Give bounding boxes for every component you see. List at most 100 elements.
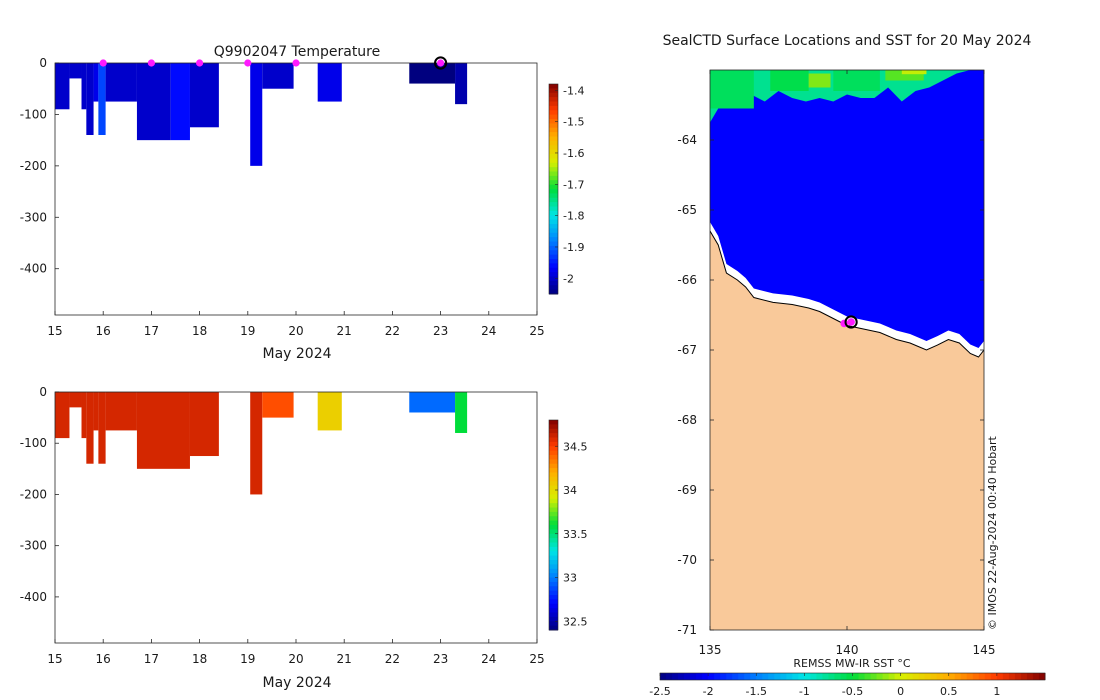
lat-tick-label: -64	[677, 133, 697, 147]
colorbar-step	[549, 546, 558, 552]
colorbar-step	[549, 511, 558, 517]
colorbar-step	[828, 673, 835, 680]
current-profile-ring	[434, 56, 448, 70]
colorbar-step	[822, 673, 829, 680]
seal-positions	[840, 315, 858, 329]
colorbar-step	[549, 551, 558, 557]
x-tick-label: 22	[385, 324, 400, 338]
x-tick-label: 21	[337, 652, 352, 666]
temperature-ticks: 15 16 17 18 19 20 21 22 23 24 25 0 -100 -200 -300 -400	[20, 56, 545, 338]
temperature-panel: Q9902047 Temperature 15 16 17 18 19 20 21 22 23 2…	[20, 44, 585, 362]
colorbar-step	[549, 450, 558, 456]
x-tick-label: 23	[433, 652, 448, 666]
colorbar-step	[549, 560, 558, 565]
colorbar-step	[549, 210, 558, 216]
profile-cell	[317, 392, 342, 431]
profile-cell	[189, 392, 219, 457]
x-tick-label: 25	[529, 652, 544, 666]
temperature-xlabel: May 2024	[262, 346, 331, 362]
colorbar-step	[870, 673, 878, 680]
colorbar-step	[660, 673, 667, 680]
colorbar-step	[549, 224, 558, 229]
colorbar-step	[549, 446, 558, 452]
colorbar-step	[549, 577, 558, 583]
sst-patch	[833, 70, 880, 91]
sst-patch	[901, 70, 927, 75]
colorbar-step	[549, 595, 558, 600]
profile-cell	[105, 392, 137, 431]
colorbar-step	[549, 573, 558, 578]
colorbar-step	[840, 673, 847, 680]
colorbar-step	[549, 625, 558, 631]
colorbar-tick-label: -0.5	[842, 685, 863, 698]
colorbar-tick-label: 33.5	[563, 528, 588, 541]
colorbar-step	[549, 206, 558, 212]
colorbar-step	[702, 673, 709, 680]
profile-cell	[55, 63, 70, 110]
profile-cell	[86, 63, 94, 135]
salinity-cells	[55, 392, 468, 495]
current-profile-marker	[437, 59, 445, 67]
colorbar-step	[549, 119, 558, 124]
colorbar-tick-label: 0.5	[940, 685, 958, 698]
colorbar-step	[708, 673, 715, 680]
colorbar-tick-label: 32.5	[563, 615, 588, 628]
profile-cell	[81, 63, 87, 110]
colorbar-step	[549, 167, 558, 172]
map-title: SealCTD Surface Locations and SST for 20…	[663, 33, 1032, 49]
sst-colorbar-label: REMSS MW-IR SST °C	[793, 657, 911, 670]
x-tick-label: 24	[481, 652, 496, 666]
colorbar-step	[936, 673, 944, 680]
colorbar-step	[948, 673, 956, 680]
colorbar-step	[549, 175, 558, 181]
profile-cell	[170, 63, 190, 141]
colorbar-step	[549, 494, 558, 500]
sst-map-panel: SealCTD Surface Locations and SST for 20…	[649, 33, 1046, 698]
profile-cell	[55, 392, 70, 439]
colorbar-step	[714, 673, 721, 680]
colorbar-step	[780, 673, 787, 680]
colorbar-step	[846, 673, 853, 680]
colorbar-step	[924, 673, 932, 680]
colorbar-step	[756, 673, 763, 680]
current-position	[847, 318, 855, 326]
y-tick-label: 0	[39, 56, 47, 70]
colorbar-step	[549, 184, 558, 190]
sst-patch	[885, 70, 924, 81]
sst-patch	[770, 70, 809, 91]
profile-cell	[262, 392, 294, 418]
colorbar-step	[549, 97, 558, 102]
colorbar-step	[549, 158, 558, 164]
colorbar-tick-label: 34	[563, 484, 577, 497]
colorbar-step	[549, 441, 558, 447]
x-tick-label: 23	[433, 324, 448, 338]
sst-colorbar: -2.5 -2 -1.5 -1 -0.5 0 0.5 1	[649, 672, 1046, 698]
profile-cell	[262, 63, 294, 89]
colorbar-tick-label: -2	[703, 685, 714, 698]
profile-cell	[86, 392, 94, 464]
colorbar-step	[900, 673, 908, 680]
colorbar-step	[918, 673, 926, 680]
x-tick-label: 15	[47, 324, 62, 338]
colorbar-step	[549, 498, 558, 504]
x-tick-label: 20	[288, 324, 303, 338]
colorbar-step	[549, 616, 558, 622]
lat-tick-label: -65	[677, 203, 697, 217]
colorbar-step	[1026, 673, 1034, 680]
current-position-ring	[844, 315, 858, 329]
colorbar-tick-label: -1.8	[563, 210, 584, 223]
colorbar-step	[549, 250, 558, 256]
colorbar-tick-label: -1.7	[563, 178, 584, 191]
colorbar-step	[942, 673, 950, 680]
colorbar-step	[549, 110, 558, 116]
x-tick-label: 16	[96, 324, 111, 338]
colorbar-step	[549, 219, 558, 225]
colorbar-step	[858, 673, 866, 680]
colorbar-step	[549, 555, 558, 561]
temperature-title: Q9902047 Temperature	[214, 44, 381, 60]
x-tick-label: 19	[240, 652, 255, 666]
profile-cell	[93, 63, 99, 102]
colorbar-step	[549, 254, 558, 260]
colorbar-step	[762, 673, 769, 680]
